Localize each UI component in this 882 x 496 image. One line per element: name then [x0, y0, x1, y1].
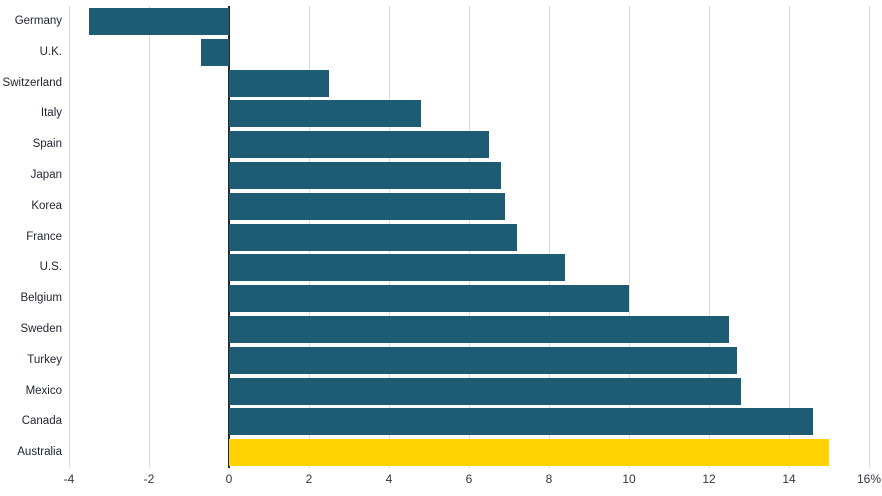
category-label: Turkey — [27, 353, 62, 366]
bar-us — [229, 254, 565, 282]
bar-australia — [229, 439, 829, 467]
category-label: Korea — [31, 199, 62, 212]
bar-germany — [89, 7, 229, 35]
category-label: Italy — [40, 107, 62, 120]
bar-uk — [201, 38, 229, 66]
x-tick-label: 2 — [305, 472, 313, 486]
category-label: U.K. — [39, 45, 62, 58]
category-label: Germany — [14, 15, 62, 27]
plot-area — [69, 6, 870, 468]
category-label: Canada — [21, 415, 62, 428]
x-tick-label: 6 — [465, 472, 473, 486]
bar-turkey — [229, 346, 737, 374]
bar-spain — [229, 131, 489, 159]
category-label: Mexico — [25, 384, 62, 397]
x-tick-label: 10 — [622, 472, 636, 486]
gridline — [869, 6, 870, 468]
bar-italy — [229, 100, 421, 128]
category-label: Japan — [30, 169, 62, 181]
bar-japan — [229, 161, 501, 189]
category-label: Spain — [32, 138, 62, 151]
category-label: Sweden — [20, 323, 62, 335]
bar-sweden — [229, 315, 729, 343]
bar-switzerland — [229, 69, 329, 97]
category-label: France — [26, 230, 62, 243]
category-label: U.S. — [39, 261, 62, 274]
x-tick-label: 4 — [385, 472, 393, 486]
category-label: Switzerland — [2, 76, 62, 89]
bar-belgium — [229, 285, 629, 313]
bar-canada — [229, 408, 813, 436]
x-tick-label: 12 — [702, 472, 716, 486]
gridline — [709, 6, 710, 468]
x-tick-label: 8 — [545, 472, 553, 486]
category-label: Belgium — [20, 292, 62, 305]
gridline — [629, 6, 630, 468]
x-tick-label: 16% — [856, 472, 882, 486]
gridline — [789, 6, 790, 468]
gridline — [69, 6, 70, 468]
bar-korea — [229, 192, 505, 220]
x-tick-label: 14 — [782, 472, 796, 486]
gridline — [549, 6, 550, 468]
bar-mexico — [229, 377, 741, 405]
category-label: Australia — [17, 446, 62, 459]
x-tick-label: 0 — [225, 472, 233, 486]
x-tick-label: -2 — [143, 472, 155, 486]
bar-france — [229, 223, 517, 251]
x-axis: -4 -2 0 2 4 6 8 10 12 14 16% — [0, 472, 882, 490]
gridline — [149, 6, 150, 468]
x-tick-label: -4 — [63, 472, 75, 486]
